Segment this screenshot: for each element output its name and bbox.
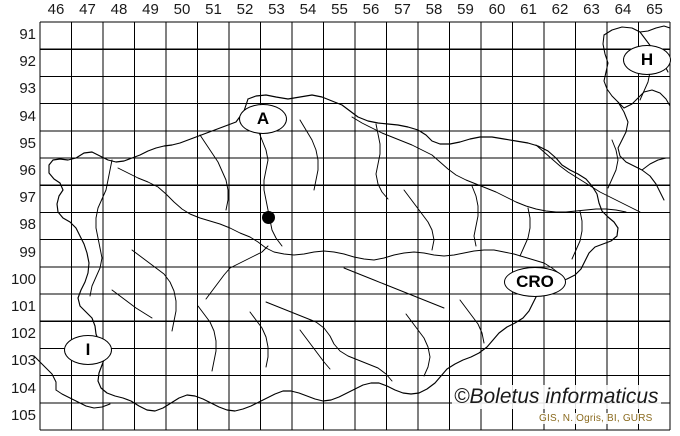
row-label: 105 (10, 406, 36, 424)
column-label: 63 (583, 1, 600, 18)
neighbouring-borders (33, 25, 671, 409)
column-label: 61 (520, 1, 537, 18)
row-label: 97 (19, 189, 36, 207)
copyright-label: ©Boletus informaticus (452, 385, 661, 409)
row-label: 92 (19, 53, 36, 71)
column-label: 49 (142, 1, 159, 18)
column-label: 56 (362, 1, 380, 18)
column-label: 46 (47, 1, 65, 18)
graticule-grid (39, 21, 671, 431)
column-label: 65 (646, 1, 663, 18)
country-badge-italy: I (64, 335, 112, 365)
column-label: 60 (488, 1, 506, 18)
row-label: 102 (10, 325, 36, 343)
column-label: 48 (110, 1, 128, 18)
river-network (89, 51, 651, 382)
row-label: 100 (10, 270, 36, 288)
column-label: 54 (299, 1, 317, 18)
row-label: 99 (19, 243, 36, 261)
row-label: 104 (10, 379, 36, 397)
country-badge-hungary: H (623, 45, 671, 75)
row-label: 98 (19, 216, 36, 234)
row-label: 101 (10, 298, 36, 315)
column-label: 51 (205, 1, 222, 18)
country-outline-visible (48, 94, 619, 412)
column-label: 50 (173, 1, 191, 18)
column-label: 55 (331, 1, 348, 18)
column-label: 62 (551, 1, 569, 18)
row-label: 96 (19, 162, 36, 179)
row-label: 94 (19, 107, 36, 125)
row-label: 95 (19, 134, 36, 152)
attribution-label: GIS, N. Ogris, BI, GURS (539, 413, 653, 424)
country-badge-croatia: CRO (504, 267, 566, 297)
row-label: 93 (19, 80, 36, 98)
country-badge-austria: A (239, 104, 287, 134)
column-label: 47 (79, 1, 96, 18)
column-label: 53 (268, 1, 285, 18)
column-label: 59 (457, 1, 474, 18)
column-label: 58 (425, 1, 443, 18)
column-label: 52 (236, 1, 254, 18)
attribution-text: GIS, N. Ogris, BI, GURS (539, 413, 653, 424)
column-label: 57 (394, 1, 411, 18)
row-label: 103 (10, 352, 36, 370)
row-label: 91 (19, 26, 36, 43)
column-label: 64 (614, 1, 632, 18)
occurrence-point-marker[interactable] (261, 210, 275, 224)
